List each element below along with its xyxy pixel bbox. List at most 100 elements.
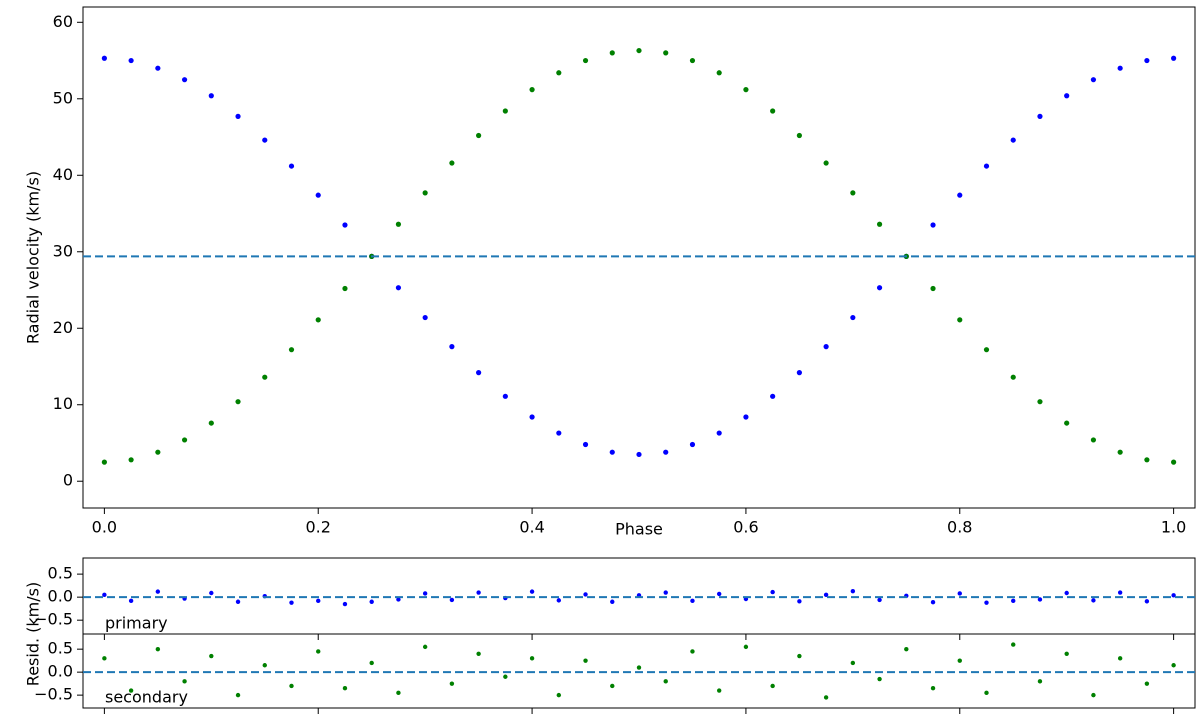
point [1144,57,1150,64]
annotation: primary [105,614,168,633]
point [182,679,187,684]
point [395,221,402,227]
y-tick-label: 60 [53,12,73,31]
point [930,285,936,292]
y-tick-label: 0.0 [48,662,73,681]
point [422,644,428,650]
point [1117,656,1123,661]
point [503,674,508,679]
point [796,132,802,139]
point [342,686,348,691]
point [262,374,268,380]
point [288,163,295,169]
point [850,588,856,594]
point [663,679,668,684]
point [262,137,268,143]
point [1010,374,1016,380]
point [208,93,214,99]
point [689,441,696,448]
point [1090,77,1097,83]
y-tick-label: 0.5 [48,564,73,583]
point [583,592,588,597]
point [128,57,134,64]
point [342,601,348,607]
y-tick-label: 40 [53,165,73,184]
point [582,57,589,64]
point [235,113,241,119]
point [770,683,775,689]
point [1117,449,1123,455]
point [716,591,722,597]
y-tick-label: 0.5 [48,639,73,658]
point [770,393,776,399]
point [957,317,963,323]
point [155,449,161,455]
x-axis-label: Phase [615,520,663,539]
point [395,285,402,291]
point [1171,55,1177,61]
y-tick-label: 50 [53,88,73,107]
point [957,658,962,663]
x-tick-label: 0.2 [306,518,331,537]
point [1011,598,1016,604]
point [289,600,294,605]
point [476,370,482,376]
point [716,688,722,693]
point [1011,642,1016,647]
point [396,690,401,696]
point [556,692,562,698]
point [128,598,134,604]
point [1171,459,1177,465]
point [449,597,455,603]
point [850,190,856,196]
point [155,65,161,71]
point [850,660,856,666]
point [1144,599,1150,604]
point [369,660,374,666]
point [529,589,535,594]
point [609,449,615,455]
point [316,649,321,654]
point [850,314,856,321]
point [422,591,428,596]
point [209,590,214,596]
x-tick-label: 0.8 [947,518,972,537]
point [1144,457,1150,463]
point [930,222,936,228]
point [716,70,722,76]
point [262,663,267,668]
point [770,589,775,595]
point [476,132,482,139]
point [369,599,374,604]
y-tick-label: 0 [63,471,73,490]
point [1090,437,1097,443]
point [315,317,321,323]
point [288,347,295,353]
point [422,314,428,321]
x-tick-label: 0.6 [733,518,758,537]
point [1037,597,1043,602]
point [930,686,936,691]
point [1144,681,1150,686]
point [743,644,749,650]
point [155,589,161,594]
point [984,690,989,696]
point [128,457,134,463]
point [556,70,562,76]
point [449,344,455,350]
point [235,692,241,698]
point [449,160,455,166]
point [690,649,695,654]
point [983,347,990,353]
x-tick-label: 0.4 [519,518,544,537]
point [556,598,562,603]
point [610,683,615,689]
point [1037,399,1043,405]
point [1064,93,1070,99]
point [1037,113,1043,119]
point [128,688,134,693]
point [1064,590,1069,596]
point [957,591,962,596]
point [556,430,562,436]
